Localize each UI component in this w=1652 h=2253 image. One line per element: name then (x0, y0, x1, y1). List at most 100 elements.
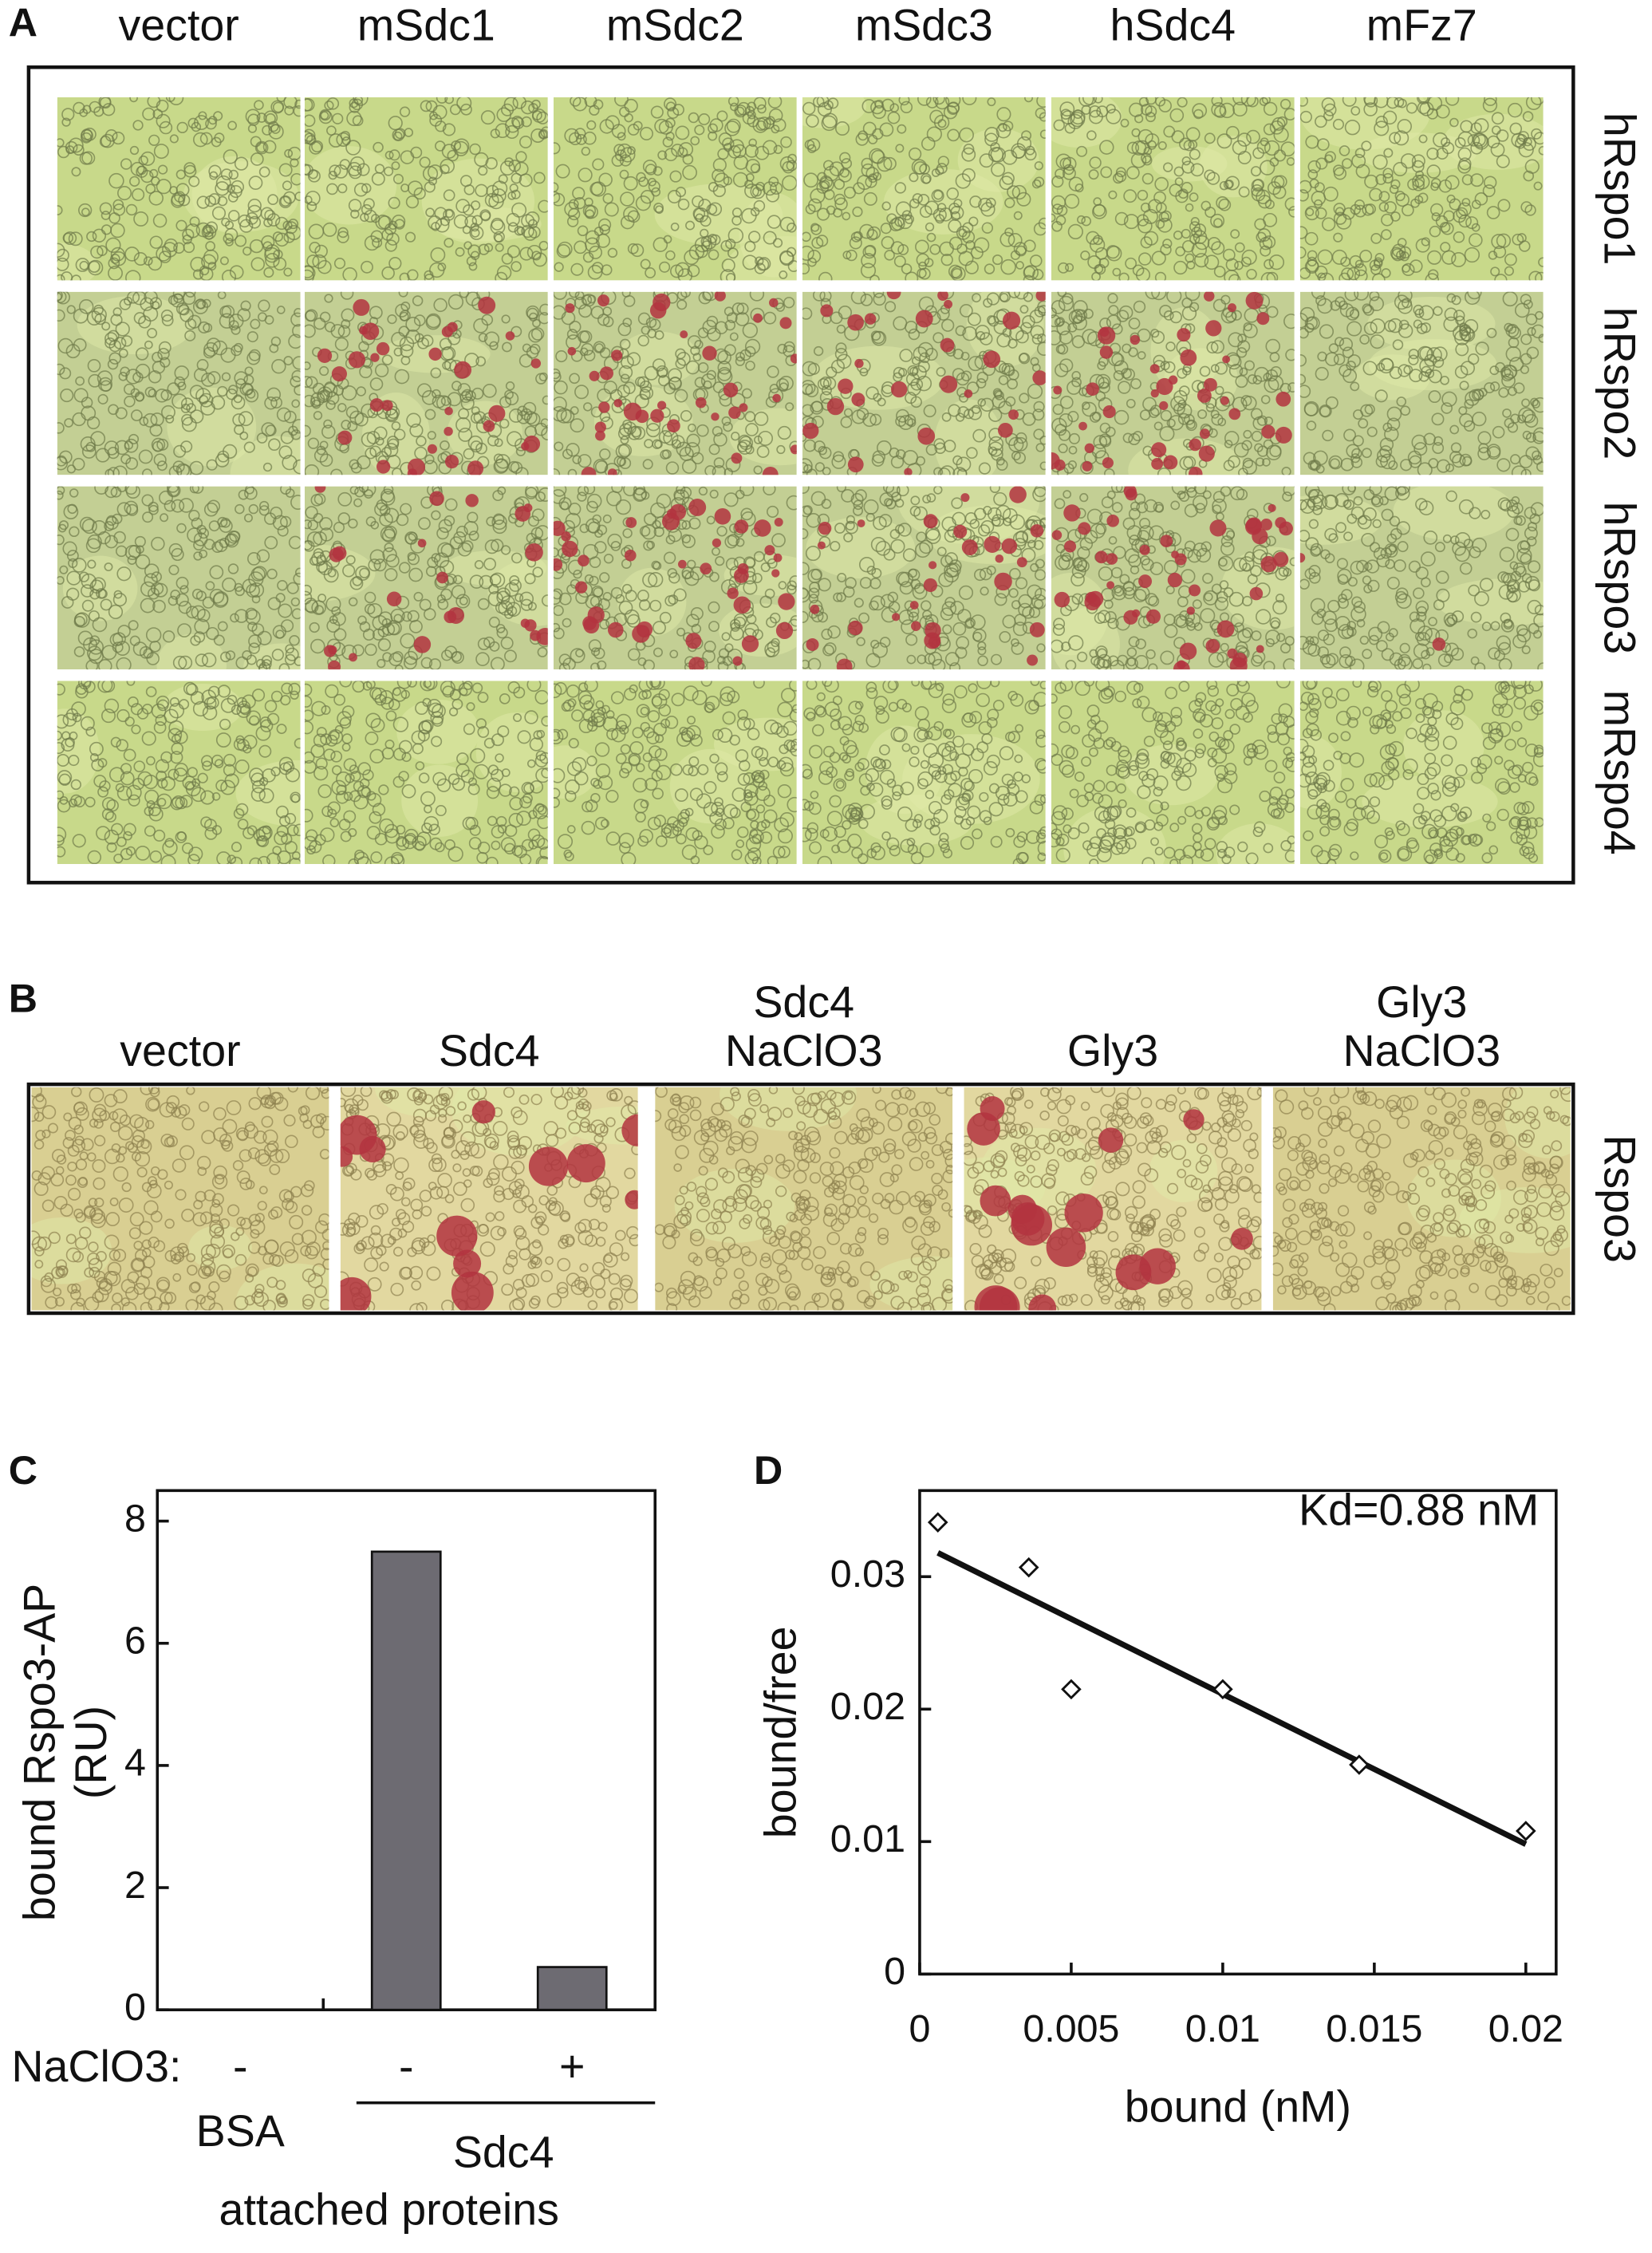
cell (562, 448, 574, 460)
cell (1211, 97, 1223, 107)
cell (1458, 157, 1472, 171)
cell (1502, 291, 1518, 307)
cell (845, 577, 857, 590)
cell (1427, 269, 1439, 280)
cell (271, 649, 284, 661)
cell (180, 403, 191, 413)
cell (278, 445, 293, 460)
cell (215, 175, 231, 191)
cell (429, 113, 443, 127)
cell (107, 358, 119, 370)
stained-cell (1132, 609, 1141, 618)
cell (1311, 613, 1324, 625)
cell (1030, 357, 1039, 366)
cell (294, 385, 301, 396)
cell (899, 349, 913, 362)
cell (950, 601, 964, 615)
cell (1137, 189, 1149, 201)
cell (694, 124, 705, 136)
cell (258, 166, 270, 178)
cell (1213, 105, 1227, 118)
cell (897, 571, 914, 588)
cell (294, 738, 301, 749)
cell (773, 144, 783, 155)
cell (238, 411, 254, 427)
cell (1242, 457, 1253, 468)
cell (948, 404, 961, 417)
cell (262, 124, 273, 136)
cell (1525, 446, 1540, 460)
cell (475, 652, 490, 666)
cell (453, 214, 468, 229)
cell (895, 416, 907, 428)
cell (503, 97, 518, 112)
stained-cell (478, 296, 496, 314)
cell (842, 586, 855, 598)
cell (111, 823, 124, 836)
cell (1520, 468, 1532, 475)
cell (991, 517, 1001, 527)
cell (233, 808, 245, 819)
stained-cell (1432, 637, 1446, 651)
stained-cell (1138, 574, 1153, 589)
cell (1137, 530, 1150, 543)
stained-cell (1275, 426, 1292, 444)
cell (1126, 166, 1140, 180)
cell (141, 494, 154, 507)
cell (324, 294, 333, 303)
cell (1282, 491, 1292, 502)
cell (1388, 460, 1398, 471)
cell (337, 231, 349, 243)
cell (1256, 189, 1271, 204)
cell (434, 207, 447, 220)
cell (429, 262, 445, 278)
cell (606, 491, 622, 507)
stained-cell (731, 452, 743, 464)
cell (1068, 176, 1084, 191)
cell (78, 299, 94, 314)
stained-cell (1222, 355, 1231, 364)
cell (134, 535, 146, 547)
cell (604, 202, 619, 217)
cell (983, 298, 993, 308)
cell (401, 611, 412, 622)
stained-cell (488, 404, 506, 422)
micrograph (57, 291, 301, 475)
cell (570, 262, 584, 276)
cell (87, 259, 104, 276)
cell (1279, 642, 1291, 654)
cell (108, 352, 121, 365)
cell (1126, 398, 1136, 408)
cell (574, 291, 585, 301)
cell (275, 629, 285, 639)
cell (806, 513, 821, 528)
cell (1013, 242, 1027, 256)
stained-cell (994, 572, 1012, 591)
cell (724, 120, 740, 136)
cell (392, 214, 406, 229)
stained-cell (769, 298, 779, 308)
cell (534, 525, 548, 541)
cell (1058, 443, 1068, 454)
cell (202, 760, 212, 771)
cell (1381, 229, 1392, 240)
cell (479, 574, 494, 590)
cell (313, 448, 329, 463)
cell (115, 545, 128, 558)
cell (1240, 97, 1256, 107)
cell (1015, 577, 1028, 590)
cell (1401, 298, 1413, 309)
cell (228, 169, 239, 180)
cell (283, 231, 295, 243)
cell (157, 778, 168, 789)
cell (1269, 617, 1281, 629)
cell (1538, 257, 1544, 267)
cell (514, 225, 525, 236)
cell (168, 543, 183, 558)
cell (416, 383, 432, 398)
stained-cell (677, 559, 687, 569)
cell (1126, 647, 1137, 657)
cell (763, 311, 777, 325)
cell (996, 107, 1011, 122)
micrograph-content (57, 486, 301, 670)
